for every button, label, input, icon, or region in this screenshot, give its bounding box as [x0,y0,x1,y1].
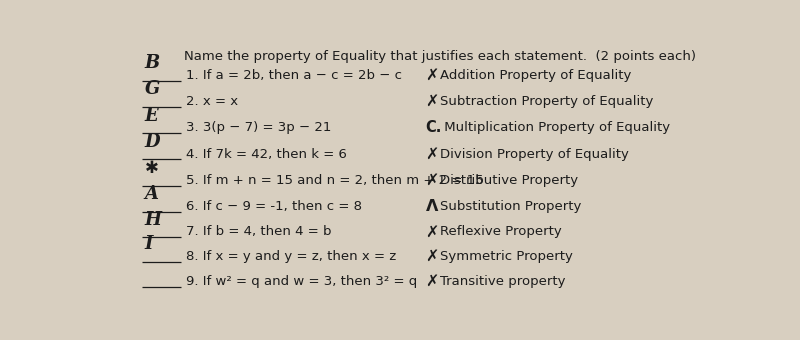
Text: 2. x = x: 2. x = x [186,95,238,108]
Text: B: B [145,54,160,72]
Text: 4. If 7k = 42, then k = 6: 4. If 7k = 42, then k = 6 [186,148,346,161]
Text: ✗: ✗ [426,173,439,188]
Text: ✗: ✗ [426,249,439,264]
Text: ✗: ✗ [426,68,439,83]
Text: 3. 3(p − 7) = 3p − 21: 3. 3(p − 7) = 3p − 21 [186,121,331,135]
Text: Name the property of Equality that justifies each statement.  (2 points each): Name the property of Equality that justi… [184,50,696,63]
Text: ✱: ✱ [145,159,158,177]
Text: ✗: ✗ [426,274,439,289]
Text: 7. If b = 4, then 4 = b: 7. If b = 4, then 4 = b [186,225,331,238]
Text: ✗: ✗ [426,94,439,109]
Text: H: H [145,210,162,228]
Text: D: D [145,133,160,151]
Text: ✗: ✗ [426,224,439,239]
Text: Transitive property: Transitive property [440,275,566,288]
Text: Symmetric Property: Symmetric Property [440,250,573,263]
Text: G: G [145,80,160,98]
Text: Subtraction Property of Equality: Subtraction Property of Equality [440,95,653,108]
Text: 6. If c − 9 = -1, then c = 8: 6. If c − 9 = -1, then c = 8 [186,200,362,213]
Text: Substitution Property: Substitution Property [440,200,581,213]
Text: 1. If a = 2b, then a − c = 2b − c: 1. If a = 2b, then a − c = 2b − c [186,69,402,82]
Text: 9. If w² = q and w = 3, then 3² = q: 9. If w² = q and w = 3, then 3² = q [186,275,417,288]
Text: ✗: ✗ [426,147,439,162]
Text: 5. If m + n = 15 and n = 2, then m + 2 = 15: 5. If m + n = 15 and n = 2, then m + 2 =… [186,174,483,187]
Text: 8. If x = y and y = z, then x = z: 8. If x = y and y = z, then x = z [186,250,396,263]
Text: E: E [145,106,158,124]
Text: Multiplication Property of Equality: Multiplication Property of Equality [440,121,670,135]
Text: Addition Property of Equality: Addition Property of Equality [440,69,631,82]
Text: Reflexive Property: Reflexive Property [440,225,562,238]
Text: C.: C. [426,120,442,135]
Text: I: I [145,235,153,253]
Text: A: A [145,185,158,203]
Text: Λ: Λ [426,199,438,214]
Text: Distributive Property: Distributive Property [440,174,578,187]
Text: Division Property of Equality: Division Property of Equality [440,148,629,161]
